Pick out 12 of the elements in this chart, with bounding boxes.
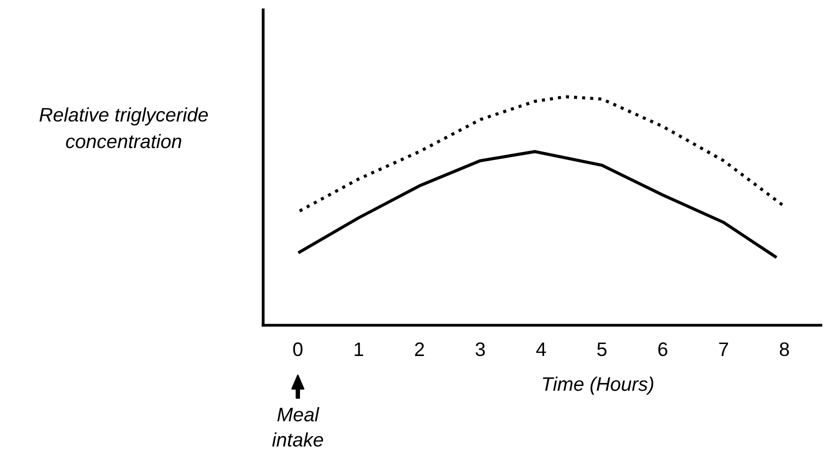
x-tick-label: 1 <box>354 342 364 356</box>
text: Meal intake <box>272 407 324 447</box>
x-tick-label: 2 <box>415 342 424 356</box>
x-axis-title: Time (Hours) <box>542 376 654 395</box>
x-tick-label: 3 <box>476 342 485 356</box>
x-tick-label: 5 <box>597 342 607 356</box>
x-tick-label: 6 <box>658 342 668 356</box>
y-axis-title: Relative triglyceride concentration <box>40 107 208 148</box>
x-tick-label: 8 <box>780 342 789 356</box>
x-tick-label: 4 <box>536 342 546 356</box>
x-tick-label: 0 <box>293 342 302 356</box>
x-tick-label: 7 <box>719 342 728 356</box>
